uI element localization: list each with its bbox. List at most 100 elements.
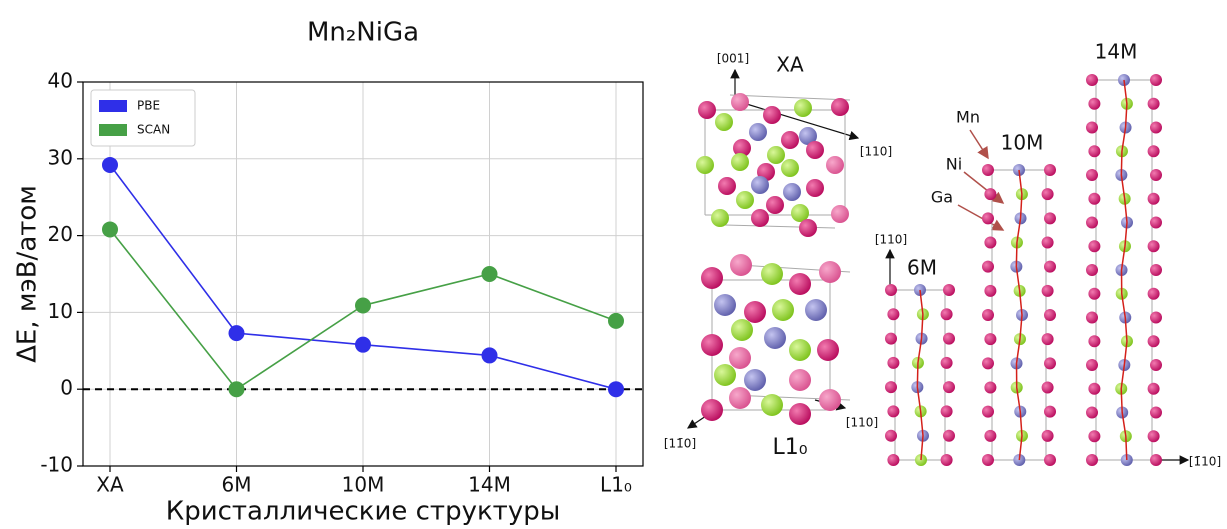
atom xyxy=(885,430,897,442)
y-tick-label: 20 xyxy=(48,222,73,246)
data-point xyxy=(229,325,245,341)
data-point xyxy=(355,337,371,353)
atom xyxy=(714,364,736,386)
atom xyxy=(764,327,786,349)
atom xyxy=(831,205,849,223)
atom xyxy=(941,357,953,369)
atom xyxy=(982,212,994,224)
data-point xyxy=(355,297,371,313)
atom xyxy=(1148,288,1160,300)
atom xyxy=(982,357,994,369)
atom xyxy=(1148,240,1160,252)
atom xyxy=(772,299,794,321)
atom xyxy=(984,285,996,297)
atom xyxy=(751,209,769,227)
y-tick-label: 10 xyxy=(48,299,73,323)
data-point xyxy=(482,266,498,282)
atom xyxy=(1088,193,1100,205)
axis-label: [11̄0] xyxy=(664,437,696,451)
atom xyxy=(984,382,996,394)
atom xyxy=(943,284,955,296)
element-label: Mn xyxy=(956,108,980,127)
y-axis-label: ΔE, мэВ/атом xyxy=(13,185,43,363)
atom xyxy=(781,159,799,177)
atom xyxy=(982,261,994,273)
data-point xyxy=(102,221,118,237)
atom xyxy=(1044,309,1056,321)
atom xyxy=(819,389,841,411)
atom xyxy=(805,299,827,321)
atom xyxy=(701,334,723,356)
structure-label: 10M xyxy=(1001,131,1044,155)
atom xyxy=(731,319,753,341)
atom xyxy=(1044,406,1056,418)
atom xyxy=(1044,164,1056,176)
x-tick-label: XA xyxy=(96,473,124,497)
y-tick-label: -10 xyxy=(40,453,73,477)
atom xyxy=(1088,145,1100,157)
atom xyxy=(943,430,955,442)
atom xyxy=(1088,430,1100,442)
atom xyxy=(789,339,811,361)
legend-label: SCAN xyxy=(137,123,170,137)
data-point xyxy=(482,347,498,363)
y-tick-label: 0 xyxy=(60,376,73,400)
atom xyxy=(761,263,783,285)
atom xyxy=(1150,74,1162,86)
element-label: Ga xyxy=(931,188,953,207)
atom xyxy=(751,176,769,194)
atom xyxy=(1150,264,1162,276)
x-axis-label: Кристаллические структуры xyxy=(166,497,560,527)
structure-label: XA xyxy=(776,53,804,77)
atom xyxy=(701,267,723,289)
atom xyxy=(826,156,844,174)
atom xyxy=(1086,74,1098,86)
atom xyxy=(718,177,736,195)
atom xyxy=(1086,454,1098,466)
pointer-arrows xyxy=(958,130,1003,230)
atom xyxy=(982,164,994,176)
atom xyxy=(887,454,899,466)
atom xyxy=(799,219,817,237)
structure-label: 14M xyxy=(1095,40,1138,64)
data-point xyxy=(608,381,624,397)
atom xyxy=(701,399,723,421)
atom xyxy=(763,106,781,124)
atom xyxy=(831,98,849,116)
atom xyxy=(1086,169,1098,181)
legend-swatch xyxy=(99,100,127,112)
x-tick-label: L1₀ xyxy=(600,473,632,497)
atom xyxy=(1042,430,1054,442)
atom xyxy=(941,308,953,320)
atom xyxy=(885,333,897,345)
atom xyxy=(885,381,897,393)
x-tick-label: 14M xyxy=(468,473,511,497)
atom xyxy=(984,188,996,200)
cell-edge xyxy=(725,225,835,228)
atom xyxy=(885,284,897,296)
atom xyxy=(1044,261,1056,273)
atom xyxy=(1148,145,1160,157)
data-point xyxy=(102,157,118,173)
atom xyxy=(789,273,811,295)
atom xyxy=(1150,359,1162,371)
crystal-structures: [001] XA [110] L1₀ [11̄0] [110] [110] 6M… xyxy=(664,40,1221,469)
chart-title: Mn₂NiGa xyxy=(307,18,419,48)
atom xyxy=(943,381,955,393)
atom xyxy=(1042,333,1054,345)
atom xyxy=(1042,188,1054,200)
atom xyxy=(1150,312,1162,324)
atom xyxy=(943,333,955,345)
atom xyxy=(1088,383,1100,395)
atom xyxy=(761,394,783,416)
atom xyxy=(696,156,714,174)
atom xyxy=(1150,169,1162,181)
figure: Mn₂NiGa Кристаллические структуры ΔE, мэ… xyxy=(0,0,1227,529)
structure-label: L1₀ xyxy=(772,435,807,460)
x-tick-label: 10M xyxy=(342,473,385,497)
atom xyxy=(731,93,749,111)
atom xyxy=(1088,288,1100,300)
atom xyxy=(749,123,767,141)
atom xyxy=(781,131,799,149)
atom xyxy=(766,196,784,214)
